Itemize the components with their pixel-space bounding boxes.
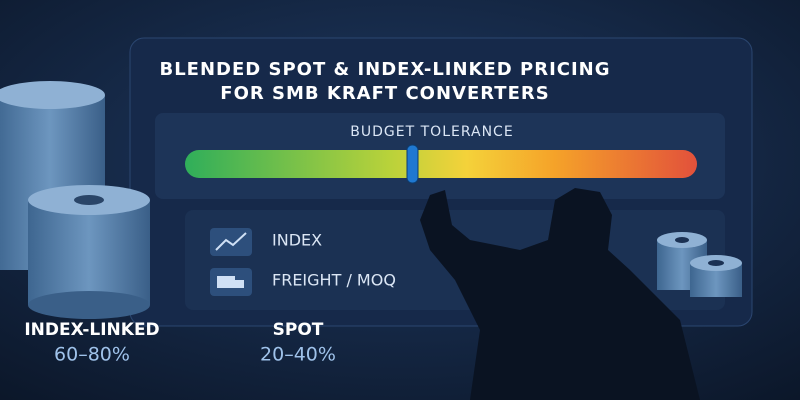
chart-icon-line <box>215 232 247 251</box>
large-rolls <box>0 81 150 319</box>
mix-share: 60–80% <box>54 344 130 366</box>
mix-share: 20–40% <box>260 344 336 366</box>
factor-label: INDEX <box>272 231 322 250</box>
marker <box>406 144 419 184</box>
truck-body <box>217 276 235 288</box>
factor-label: FREIGHT / MOQ <box>272 271 396 290</box>
mix-label: INDEX-LINKED <box>24 320 159 340</box>
title-line: BLENDED SPOT & INDEX-LINKED PRICING <box>159 59 610 80</box>
tolerance-bar <box>185 150 697 178</box>
chart-icon <box>210 228 252 256</box>
small-rolls <box>657 232 742 297</box>
gauge-label: BUDGET TOLERANCE <box>350 124 513 140</box>
silhouette <box>420 188 700 400</box>
title-line: FOR SMB KRAFT CONVERTERS <box>220 83 549 104</box>
truck-cab <box>235 280 244 288</box>
mix-label: SPOT <box>273 320 324 340</box>
